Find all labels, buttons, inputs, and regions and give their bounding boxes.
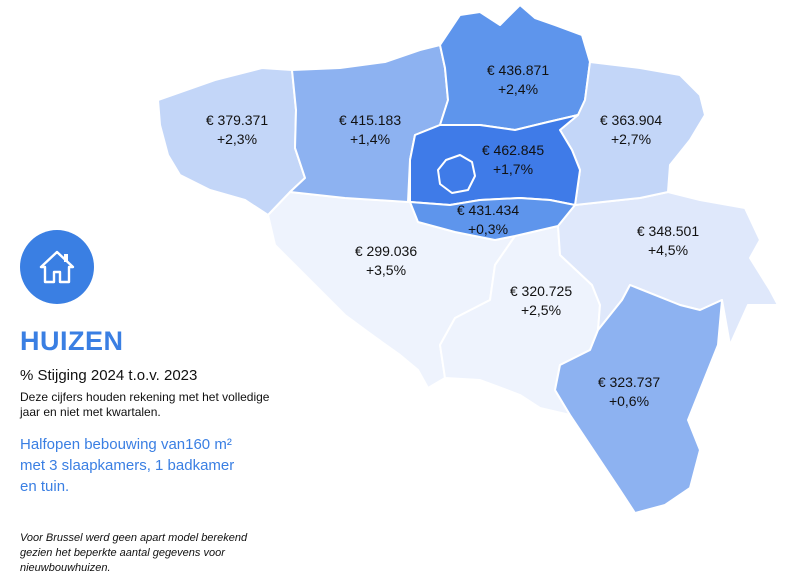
price-vlaams-brabant: € 462.845: [481, 142, 545, 158]
label-antwerpen: € 436.871 +2,4%: [487, 61, 549, 99]
house-icon: [39, 250, 75, 284]
province-waals-brabant: [409, 197, 576, 241]
change-waals-brabant: +0,3%: [467, 221, 509, 237]
change-oost-vlaanderen: +1,4%: [349, 131, 391, 147]
price-henegouwen: € 299.036: [354, 243, 418, 259]
price-antwerpen: € 436.871: [486, 62, 550, 78]
price-namen: € 320.725: [509, 283, 573, 299]
spec-line: en tuin.: [20, 478, 70, 495]
property-spec: Halfopen bebouwing van160 m² met 3 slaap…: [20, 434, 290, 497]
page-title: HUIZEN: [20, 326, 124, 356]
price-luik: € 348.501: [636, 223, 700, 239]
label-west-vlaanderen: € 379.371 +2,3%: [206, 111, 268, 149]
subtitle: % Stijging 2024 t.o.v. 2023: [20, 367, 198, 384]
label-luxemburg: € 323.737 +0,6%: [598, 373, 660, 411]
label-henegouwen: € 299.036 +3,5%: [355, 242, 417, 280]
spec-line: met 3 slaapkamers, 1 badkamer: [20, 457, 235, 474]
change-henegouwen: +3,5%: [365, 262, 407, 278]
change-west-vlaanderen: +2,3%: [216, 131, 258, 147]
change-luxemburg: +0,6%: [608, 393, 650, 409]
price-luxemburg: € 323.737: [597, 374, 661, 390]
change-antwerpen: +2,4%: [497, 81, 539, 97]
price-waals-brabant: € 431.434: [456, 202, 520, 218]
house-badge: [20, 230, 94, 304]
change-luik: +4,5%: [647, 242, 689, 258]
footnote: Voor Brussel werd geen apart model berek…: [20, 532, 248, 574]
change-limburg: +2,7%: [610, 131, 652, 147]
province-luxemburg: [554, 284, 723, 514]
label-luik: € 348.501 +4,5%: [637, 222, 699, 260]
price-limburg: € 363.904: [599, 112, 663, 128]
price-west-vlaanderen: € 379.371: [205, 112, 269, 128]
province-luik: [557, 191, 779, 346]
spec-line: Halfopen bebouwing van160 m²: [20, 436, 232, 453]
note-text: Deze cijfers houden rekening met het vol…: [20, 390, 270, 419]
change-vlaams-brabant: +1,7%: [492, 161, 534, 177]
province-brussel: [437, 154, 476, 194]
label-oost-vlaanderen: € 415.183 +1,4%: [339, 111, 401, 149]
price-oost-vlaanderen: € 415.183: [338, 112, 402, 128]
change-namen: +2,5%: [520, 302, 562, 318]
label-namen: € 320.725 +2,5%: [510, 282, 572, 320]
label-waals-brabant: € 431.434 +0,3%: [457, 201, 519, 239]
label-limburg: € 363.904 +2,7%: [600, 111, 662, 149]
label-vlaams-brabant: € 462.845 +1,7%: [482, 141, 544, 179]
